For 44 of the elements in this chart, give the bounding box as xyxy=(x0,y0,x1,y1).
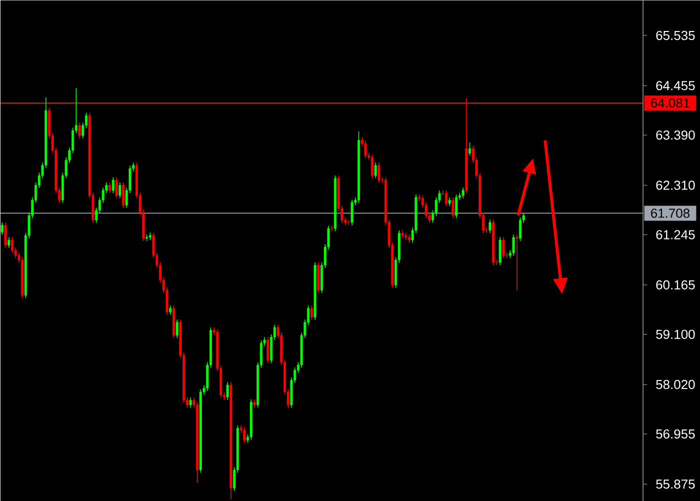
candlestick xyxy=(115,176,118,198)
candlestick xyxy=(374,162,377,178)
candlestick xyxy=(176,318,178,338)
candlestick xyxy=(122,182,125,208)
y-tick-label: 55.875 xyxy=(656,479,695,488)
y-tick-label: 65.535 xyxy=(656,30,695,40)
candlestick xyxy=(350,199,354,226)
candlestick xyxy=(78,122,81,139)
candlestick xyxy=(0,222,4,236)
candlestick xyxy=(364,140,367,158)
candlestick xyxy=(310,304,313,320)
candlestick xyxy=(266,336,270,364)
y-tick-label: 58.020 xyxy=(656,380,695,389)
candlestick xyxy=(452,196,454,218)
candlestick xyxy=(498,236,502,266)
candlestick xyxy=(108,182,112,194)
candlestick xyxy=(169,304,172,316)
candlestick xyxy=(468,142,472,156)
candlestick xyxy=(378,162,380,184)
y-tick-label: 63.390 xyxy=(656,130,695,140)
candlestick xyxy=(502,236,505,258)
candlestick xyxy=(112,176,114,194)
candlestick xyxy=(226,382,229,400)
y-tick-label: 56.955 xyxy=(656,429,695,438)
candlestick xyxy=(518,216,522,242)
candlestick xyxy=(243,426,246,444)
candlestick xyxy=(455,194,458,218)
candlestick xyxy=(8,236,10,248)
y-tick-label: 61.245 xyxy=(656,230,695,240)
candlestick xyxy=(516,234,518,290)
y-tick-label: 64.455 xyxy=(656,80,695,90)
candlestick xyxy=(4,222,7,248)
candlestick xyxy=(444,190,448,206)
candlestick xyxy=(189,396,192,408)
y-tick-label: 62.310 xyxy=(656,180,695,190)
candlestick xyxy=(118,182,122,198)
ref-line-label: 64.081 xyxy=(651,98,690,108)
candlestick xyxy=(462,186,464,198)
y-tick-label: 59.100 xyxy=(656,330,695,339)
candlestick xyxy=(512,234,515,256)
y-tick-label: 60.165 xyxy=(656,280,695,290)
candlestick xyxy=(488,218,492,234)
ref-line-label: 61.708 xyxy=(651,208,690,218)
candlestick xyxy=(370,154,374,178)
